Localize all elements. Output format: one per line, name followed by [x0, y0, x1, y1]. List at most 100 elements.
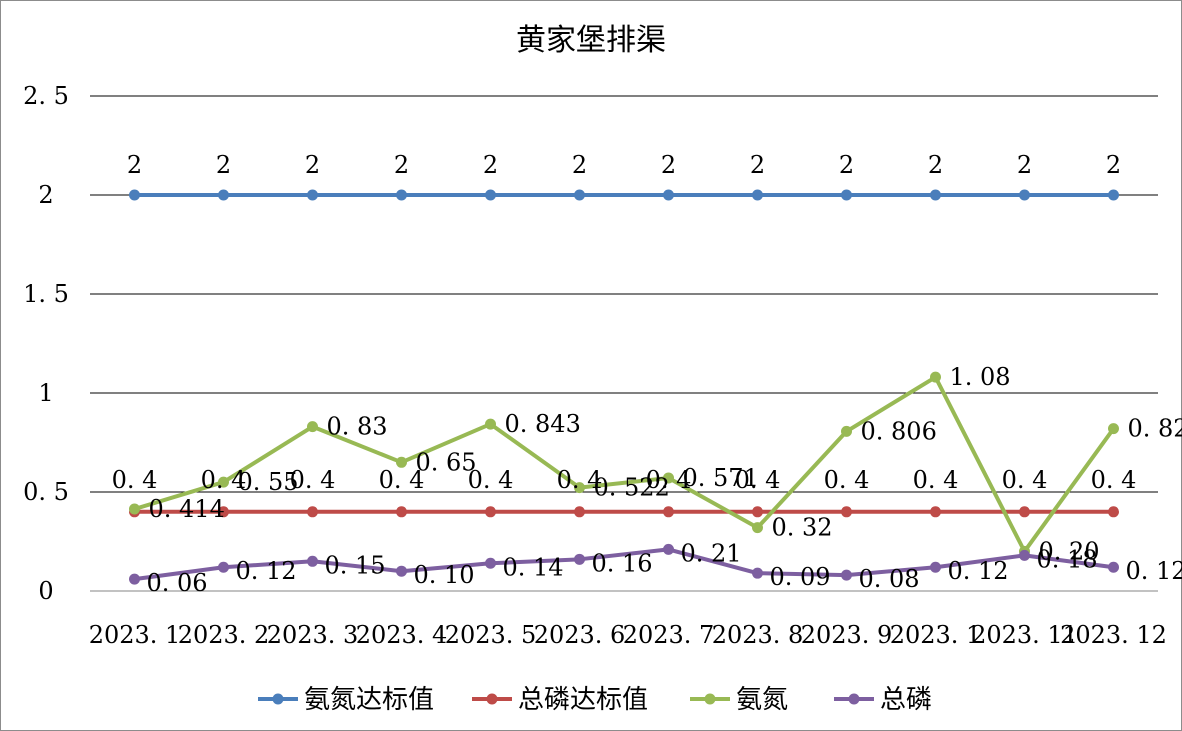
data-label: 0. 55: [238, 468, 299, 496]
data-label: 0. 4: [468, 466, 514, 494]
data-point: [574, 506, 585, 518]
data-label: 0. 806: [861, 417, 937, 445]
data-label: 0. 4: [646, 466, 692, 494]
x-tick-label: 2023. 2: [178, 621, 270, 649]
data-label: 0. 4: [557, 466, 603, 494]
data-label: 1. 08: [950, 363, 1011, 391]
legend-marker: [848, 693, 860, 705]
data-point: [1108, 506, 1119, 518]
data-point: [574, 189, 585, 201]
data-point: [129, 573, 140, 585]
data-label: 2: [127, 151, 142, 179]
data-point: [396, 189, 407, 201]
data-label: 0. 4: [1002, 466, 1048, 494]
data-point: [218, 476, 229, 488]
x-tick-label: 2023. 5: [445, 621, 537, 649]
data-point: [485, 506, 496, 518]
data-label: 0. 4: [913, 466, 959, 494]
data-label: 0. 12: [236, 557, 297, 585]
x-tick-label: 2023. 1: [89, 621, 181, 649]
data-point: [1108, 423, 1119, 435]
data-label: 0. 16: [592, 549, 653, 577]
data-point: [930, 371, 941, 383]
data-label: 2: [750, 151, 765, 179]
data-label: 0. 4: [379, 466, 425, 494]
data-point: [129, 189, 140, 201]
data-point: [930, 506, 941, 518]
data-point: [1019, 549, 1030, 561]
data-label: 0. 83: [327, 413, 388, 441]
data-label: 0. 65: [416, 448, 477, 476]
data-label: 0. 4: [201, 466, 247, 494]
data-point: [396, 506, 407, 518]
data-label: 0. 571: [683, 464, 759, 492]
y-tick-label: 0. 5: [23, 478, 69, 506]
data-point: [841, 506, 852, 518]
data-label: 0. 4: [1091, 466, 1137, 494]
data-label: 2: [572, 151, 587, 179]
data-point: [485, 189, 496, 201]
data-labels: 2 2 2 2 2 2 2 2 2 2 2 20. 4 0. 4 0. 4 0. 4 0. 4 0. 4 0. 4…: [112, 151, 1182, 597]
data-label: 0. 06: [147, 569, 208, 597]
series-line: [133, 375, 1116, 554]
data-point: [1108, 189, 1119, 201]
data-label: 2: [928, 151, 943, 179]
legend-marker: [272, 693, 284, 705]
data-point: [574, 553, 585, 565]
data-point: [1108, 561, 1119, 573]
data-label: 2: [483, 151, 498, 179]
data-label: 2: [839, 151, 854, 179]
x-tick-label: 2023. 4: [356, 621, 448, 649]
data-point: [396, 456, 407, 468]
chart-title: 黄家堡排渠: [516, 23, 666, 58]
data-label: 2: [305, 151, 320, 179]
x-tick-label: 2023. 8: [712, 621, 804, 649]
data-point: [663, 472, 674, 484]
data-point: [1019, 506, 1030, 518]
data-label: 0. 14: [503, 553, 564, 581]
data-label: 0. 82: [1128, 415, 1182, 443]
x-tick-label: 2023. 9: [801, 621, 893, 649]
data-point: [752, 189, 763, 201]
legend-label: 氨氮: [736, 685, 788, 715]
gridlines: [90, 95, 1158, 592]
legend-marker: [486, 693, 498, 705]
data-label: 2: [1106, 151, 1121, 179]
data-label: 0. 522: [594, 474, 670, 502]
data-label: 0. 12: [948, 557, 1009, 585]
data-label: 0. 414: [149, 495, 225, 523]
series-group: [129, 189, 1119, 585]
data-label: 0. 32: [772, 514, 833, 542]
data-point: [752, 506, 763, 518]
legend-label: 总磷: [880, 685, 932, 715]
data-point: [841, 189, 852, 201]
data-point: [663, 506, 674, 518]
data-point: [930, 189, 941, 201]
legend-marker: [704, 693, 716, 705]
x-tick-label: 2023. 12: [1060, 621, 1167, 649]
data-label: 2: [1017, 151, 1032, 179]
series-line: [134, 547, 1114, 582]
y-tick-label: 1. 5: [23, 280, 69, 308]
data-point: [841, 569, 852, 581]
x-tick-label: 2023. 3: [267, 621, 359, 649]
data-label: 0. 09: [770, 563, 831, 591]
data-point: [930, 561, 941, 573]
data-label: 2: [394, 151, 409, 179]
data-point: [396, 565, 407, 577]
data-point: [752, 522, 763, 534]
data-point: [218, 561, 229, 573]
data-point: [752, 567, 763, 579]
x-tick-label: 2023. 6: [534, 621, 626, 649]
data-label: 0. 4: [290, 466, 336, 494]
y-axis-ticks: 0 0. 5 1 1. 5 2 2. 5: [23, 82, 69, 605]
y-tick-label: 0: [38, 577, 53, 605]
data-point: [307, 555, 318, 567]
data-point: [485, 418, 496, 430]
data-point: [1019, 189, 1030, 201]
data-point: [218, 506, 229, 518]
legend-label: 总磷达标值: [518, 685, 648, 715]
